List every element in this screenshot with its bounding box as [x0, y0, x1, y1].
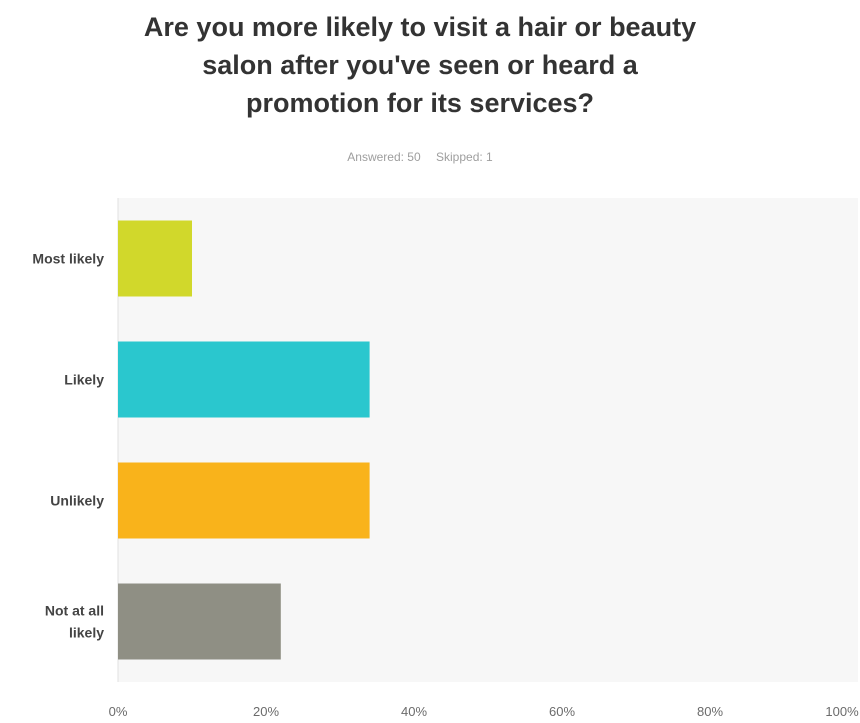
title-line-2: salon after you've seen or heard a: [202, 50, 638, 80]
bar-unlikely: [118, 462, 370, 539]
title-line-3: promotion for its services?: [245, 88, 595, 118]
skipped-count: Skipped: 1: [436, 150, 493, 164]
category-label: Likely: [64, 372, 104, 388]
bar-most-likely: [118, 220, 192, 297]
x-tick-label: 100%: [825, 704, 859, 719]
x-tick-label: 80%: [697, 704, 723, 719]
category-label: Most likely: [32, 251, 104, 267]
x-tick-label: 0%: [109, 704, 128, 719]
category-label: Unlikely: [50, 493, 104, 509]
answered-count: Answered: 50: [347, 150, 421, 164]
category-label: Not at all likely: [45, 603, 104, 641]
bar-not-at-all-likely: [118, 583, 281, 660]
category-labels: Most likely Likely Unlikely Not at all likel…: [32, 251, 104, 641]
title-line-1: Are you more likely to visit a hair or b…: [143, 12, 697, 42]
x-tick-label: 20%: [253, 704, 279, 719]
x-tick-label: 60%: [549, 704, 575, 719]
x-tick-labels: 0% 20% 40% 60% 80% 100%: [109, 704, 859, 719]
bars-group: [118, 220, 370, 660]
response-summary: Answered: 50 Skipped: 1: [60, 150, 780, 164]
bar-likely: [118, 341, 370, 418]
x-tick-label: 40%: [401, 704, 427, 719]
chart-title: Are you more likely to visit a hair or b…: [60, 8, 780, 122]
